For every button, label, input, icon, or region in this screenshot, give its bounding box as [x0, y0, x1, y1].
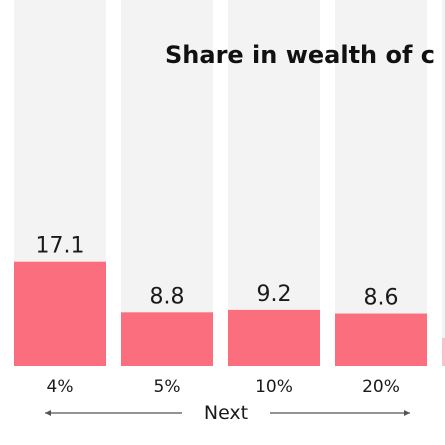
x-tick-label: 20% [362, 377, 400, 397]
column-background [228, 0, 320, 366]
chart-title: Share in wealth of c [165, 41, 435, 69]
bar-value-label: 8.8 [150, 284, 185, 309]
bar-value-label: 8.6 [364, 286, 399, 311]
x-tick-label: 4% [47, 377, 74, 397]
group-arrow-left-icon [45, 410, 51, 416]
x-tick-labels: 4% 5% 10% 20% [47, 377, 400, 397]
bars [14, 261, 445, 366]
column-background [121, 0, 213, 366]
bar-value-label: 17.1 [36, 234, 85, 259]
group-label: Next [204, 402, 248, 424]
column-backgrounds [14, 0, 445, 366]
bar-value-label: 9.2 [257, 282, 292, 307]
x-tick-label: 5% [154, 377, 181, 397]
bar [121, 312, 213, 366]
bar [335, 313, 427, 366]
bar [228, 309, 320, 366]
bar [14, 261, 106, 366]
column-background [442, 0, 445, 366]
column-background [335, 0, 427, 366]
bar-cropped [442, 338, 445, 366]
value-labels: 17.1 8.8 9.2 8.6 [36, 234, 399, 311]
group-indicator: Next [45, 402, 410, 424]
group-arrow-right-icon [404, 410, 410, 416]
x-tick-label: 10% [255, 377, 293, 397]
